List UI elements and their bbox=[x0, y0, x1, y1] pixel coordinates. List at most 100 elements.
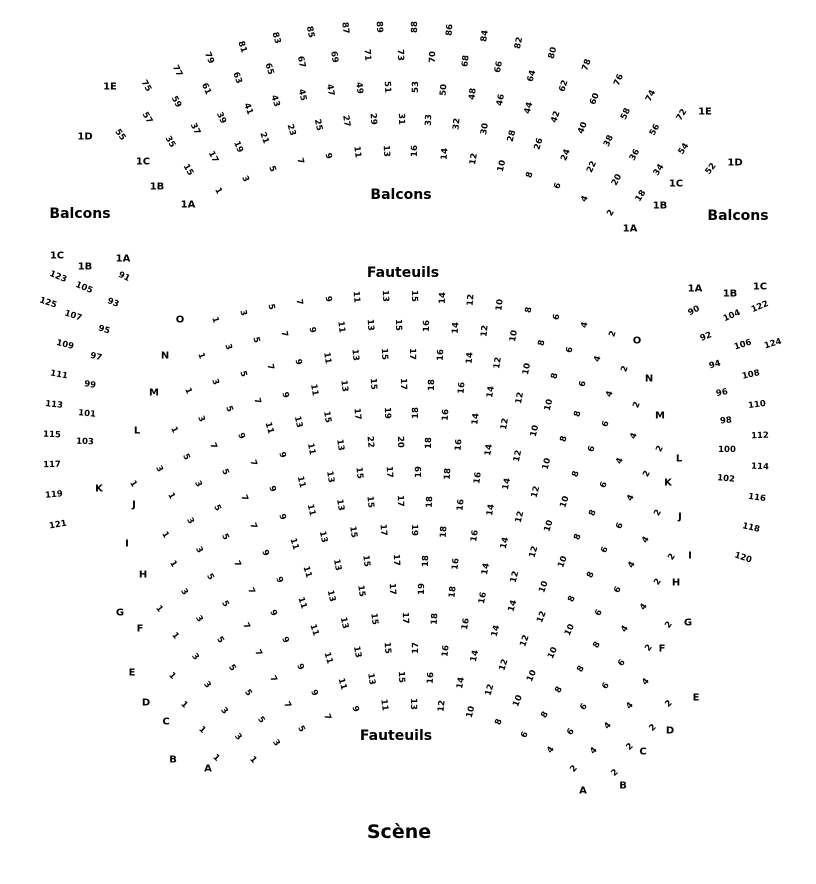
seat[interactable]: 110 bbox=[747, 398, 767, 412]
seat[interactable]: 86 bbox=[444, 24, 456, 37]
seat[interactable]: 1 bbox=[210, 751, 222, 764]
seat[interactable]: 11 bbox=[307, 623, 321, 638]
seat[interactable]: 16 bbox=[468, 529, 481, 543]
seat[interactable]: 4 bbox=[579, 320, 591, 329]
seat[interactable]: 4 bbox=[638, 601, 650, 612]
seat[interactable]: 9 bbox=[306, 326, 318, 334]
seat[interactable]: 9 bbox=[349, 705, 361, 714]
seat[interactable]: 76 bbox=[612, 72, 627, 88]
seat[interactable]: 20 bbox=[609, 172, 625, 189]
seat[interactable]: 40 bbox=[576, 120, 590, 136]
seat[interactable]: 21 bbox=[257, 130, 271, 145]
seat[interactable]: 90 bbox=[686, 303, 702, 318]
seat[interactable]: 6 bbox=[599, 545, 612, 556]
seat[interactable]: 95 bbox=[96, 323, 111, 337]
seat[interactable]: 4 bbox=[625, 493, 638, 504]
seat[interactable]: 62 bbox=[557, 78, 571, 94]
seat[interactable]: 14 bbox=[480, 562, 493, 576]
seat[interactable]: 9 bbox=[267, 608, 280, 619]
seat[interactable]: 5 bbox=[213, 635, 226, 646]
seat[interactable]: 1 bbox=[168, 425, 180, 435]
seat[interactable]: 17 bbox=[399, 611, 410, 624]
seat[interactable]: 7 bbox=[280, 700, 293, 711]
seat[interactable]: 13 bbox=[350, 644, 364, 659]
seat[interactable]: 11 bbox=[304, 442, 317, 457]
seat[interactable]: 59 bbox=[169, 94, 184, 111]
seat[interactable]: 6 bbox=[600, 680, 613, 692]
seat[interactable]: 91 bbox=[116, 270, 132, 285]
seat[interactable]: 29 bbox=[367, 112, 379, 126]
seat[interactable]: 34 bbox=[651, 162, 667, 178]
seat[interactable]: 44 bbox=[522, 100, 536, 115]
seat[interactable]: 92 bbox=[698, 330, 713, 345]
seat[interactable]: 15 bbox=[321, 410, 334, 424]
seat[interactable]: 14 bbox=[437, 291, 448, 304]
seat[interactable]: 9 bbox=[266, 484, 278, 494]
seat[interactable]: 4 bbox=[619, 624, 631, 635]
seat[interactable]: 74 bbox=[644, 88, 659, 104]
seat[interactable]: 18 bbox=[411, 407, 422, 419]
seat[interactable]: 6 bbox=[551, 312, 563, 321]
seat[interactable]: 10 bbox=[558, 494, 572, 509]
seat[interactable]: 1 bbox=[182, 386, 195, 396]
seat[interactable]: 5 bbox=[250, 336, 262, 345]
seat[interactable]: 11 bbox=[378, 698, 390, 712]
seat[interactable]: 60 bbox=[588, 91, 603, 107]
seat[interactable]: 5 bbox=[218, 598, 231, 609]
seat[interactable]: 15 bbox=[367, 377, 379, 391]
seat[interactable]: 81 bbox=[235, 39, 249, 55]
seat[interactable]: 125 bbox=[38, 295, 59, 311]
seat[interactable]: 16 bbox=[410, 145, 421, 158]
seat[interactable]: 7 bbox=[207, 441, 219, 451]
seat[interactable]: 105 bbox=[73, 280, 94, 296]
seat[interactable]: 104 bbox=[722, 307, 743, 324]
seat[interactable]: 122 bbox=[749, 298, 771, 315]
seat[interactable]: 66 bbox=[493, 60, 506, 74]
seat[interactable]: 16 bbox=[425, 671, 437, 685]
seat[interactable]: 3 bbox=[238, 174, 251, 184]
seat[interactable]: 14 bbox=[439, 147, 450, 161]
seat[interactable]: 102 bbox=[716, 473, 735, 486]
seat[interactable]: 10 bbox=[520, 361, 533, 376]
seat[interactable]: 11 bbox=[308, 382, 321, 397]
seat[interactable]: 3 bbox=[201, 679, 213, 691]
seat[interactable]: 7 bbox=[245, 585, 258, 596]
seat[interactable]: 123 bbox=[47, 268, 69, 285]
seat[interactable]: 124 bbox=[763, 336, 784, 352]
seat[interactable]: 67 bbox=[294, 55, 308, 70]
seat[interactable]: 6 bbox=[614, 520, 626, 531]
seat[interactable]: 4 bbox=[544, 745, 557, 756]
seat[interactable]: 9 bbox=[308, 688, 320, 698]
seat[interactable]: 27 bbox=[339, 114, 352, 128]
seat[interactable]: 13 bbox=[337, 379, 350, 393]
seat[interactable]: 12 bbox=[483, 683, 497, 698]
seat[interactable]: 17 bbox=[407, 347, 418, 360]
seat[interactable]: 16 bbox=[450, 557, 462, 571]
seat[interactable]: 7 bbox=[231, 558, 243, 569]
seat[interactable]: 1 bbox=[194, 351, 207, 361]
seat[interactable]: 11 bbox=[294, 474, 308, 489]
seat[interactable]: 48 bbox=[466, 87, 479, 101]
seat[interactable]: 11 bbox=[304, 502, 317, 517]
seat[interactable]: 11 bbox=[321, 650, 335, 666]
seat[interactable]: 1 bbox=[212, 185, 225, 196]
seat[interactable]: 31 bbox=[396, 112, 407, 125]
seat[interactable]: 17 bbox=[397, 377, 408, 390]
seat[interactable]: 1 bbox=[165, 491, 178, 502]
seat[interactable]: 87 bbox=[338, 21, 351, 35]
seat[interactable]: 15 bbox=[360, 554, 373, 568]
seat[interactable]: 2 bbox=[606, 329, 619, 339]
seat[interactable]: 7 bbox=[294, 157, 306, 166]
seat[interactable]: 41 bbox=[240, 101, 255, 117]
seat[interactable]: 3 bbox=[153, 464, 165, 475]
seat[interactable]: 68 bbox=[460, 54, 472, 68]
seat[interactable]: 16 bbox=[472, 471, 484, 485]
seat[interactable]: 26 bbox=[532, 137, 546, 152]
seat[interactable]: 5 bbox=[204, 571, 216, 582]
seat[interactable]: 18 bbox=[425, 495, 436, 508]
seat[interactable]: 12 bbox=[492, 356, 505, 370]
seat[interactable]: 12 bbox=[534, 609, 549, 624]
seat[interactable]: 32 bbox=[451, 117, 463, 131]
seat[interactable]: 6 bbox=[593, 608, 605, 619]
seat[interactable]: 9 bbox=[292, 357, 304, 366]
